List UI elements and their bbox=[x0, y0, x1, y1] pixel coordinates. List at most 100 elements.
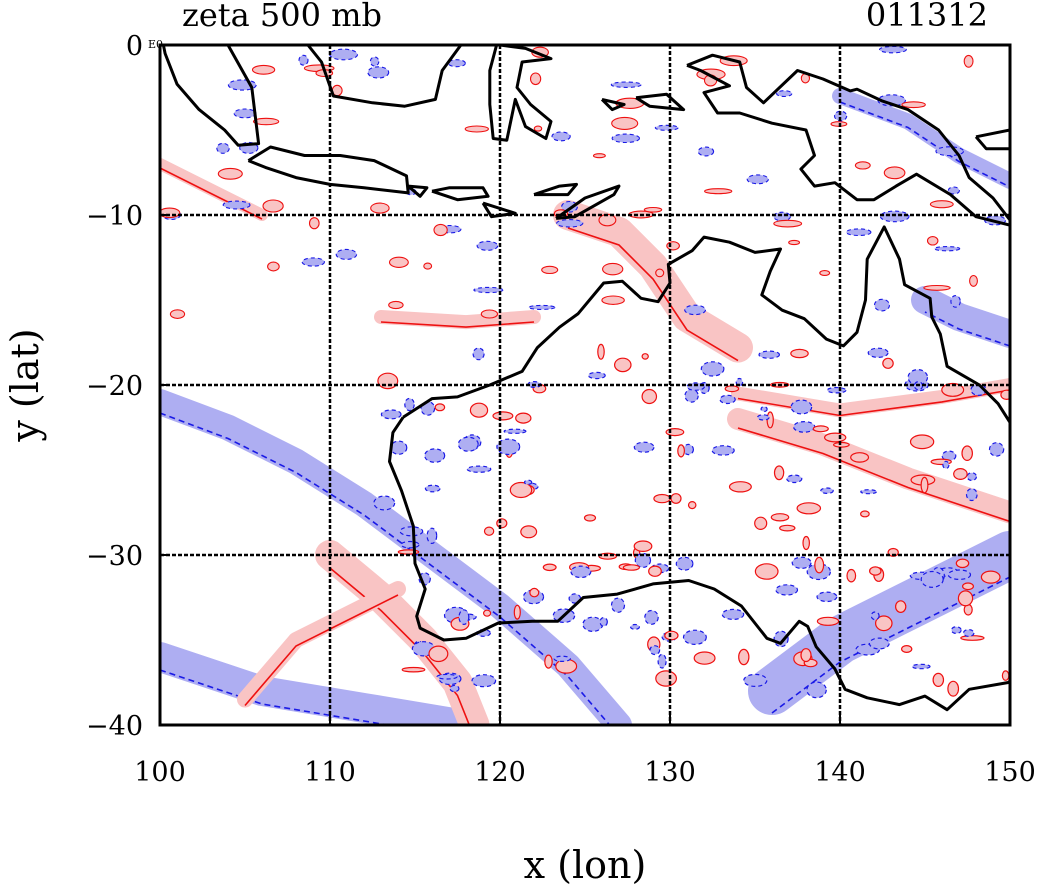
coastline-segment bbox=[247, 145, 410, 195]
positive-eddy bbox=[483, 526, 495, 536]
negative-eddy bbox=[773, 211, 791, 222]
coastline-segment bbox=[686, 53, 1010, 227]
positive-eddy bbox=[388, 300, 404, 310]
negative-eddy bbox=[551, 131, 571, 142]
negative-eddy bbox=[553, 655, 571, 663]
positive-eddy bbox=[796, 502, 822, 515]
negative-eddy bbox=[760, 406, 768, 413]
y-tick-label: 0 bbox=[126, 31, 143, 62]
negative-vorticity-band bbox=[748, 531, 1010, 715]
positive-eddy bbox=[724, 385, 740, 393]
coastline-segment bbox=[533, 182, 578, 197]
positive-contour bbox=[380, 321, 535, 328]
positive-eddy bbox=[1000, 389, 1010, 400]
positive-eddy bbox=[401, 666, 426, 673]
positive-eddy bbox=[622, 564, 641, 571]
x-tick-label: 120 bbox=[474, 757, 526, 788]
negative-vorticity-band bbox=[160, 389, 632, 725]
negative-eddy bbox=[476, 240, 499, 251]
plot-title: zeta 500 mb bbox=[182, 0, 382, 34]
negative-eddy bbox=[775, 584, 799, 596]
positive-contour bbox=[160, 167, 263, 220]
positive-eddy bbox=[814, 556, 825, 574]
positive-eddy bbox=[377, 372, 399, 390]
negative-eddy bbox=[826, 386, 847, 394]
negative-eddy bbox=[298, 54, 309, 66]
negative-eddy bbox=[471, 674, 497, 688]
positive-eddy bbox=[754, 563, 779, 580]
negative-eddy bbox=[611, 133, 641, 144]
timestamp-label: 011312 bbox=[866, 0, 988, 34]
negative-eddy bbox=[860, 489, 877, 495]
negative-eddy bbox=[845, 228, 872, 237]
positive-eddy bbox=[883, 166, 906, 180]
positive-eddy bbox=[895, 600, 907, 613]
negative-eddy bbox=[528, 304, 556, 310]
positive-eddy bbox=[957, 590, 974, 607]
positive-eddy bbox=[613, 357, 632, 373]
negative-eddy bbox=[820, 487, 834, 495]
negative-eddy bbox=[449, 684, 460, 693]
positive-eddy bbox=[251, 64, 276, 75]
negative-eddy bbox=[400, 540, 420, 549]
negative-eddy bbox=[629, 623, 640, 630]
negative-eddy bbox=[610, 81, 642, 88]
positive-eddy bbox=[252, 117, 280, 126]
negative-vorticity-band bbox=[911, 286, 1010, 348]
positive-eddy bbox=[520, 525, 538, 539]
positive-eddy bbox=[267, 261, 280, 272]
positive-eddy bbox=[541, 265, 559, 275]
x-tick-label: 140 bbox=[814, 757, 866, 788]
positive-vorticity-band bbox=[553, 200, 753, 363]
positive-eddy bbox=[953, 468, 968, 481]
positive-eddy bbox=[483, 609, 492, 617]
positive-eddy bbox=[509, 481, 533, 499]
negative-eddy bbox=[721, 608, 745, 621]
positive-eddy bbox=[773, 465, 785, 481]
positive-eddy bbox=[687, 501, 697, 510]
positive-eddy bbox=[947, 680, 960, 697]
y-tick-label: −30 bbox=[86, 541, 143, 572]
positive-eddy bbox=[738, 648, 750, 666]
positive-eddy bbox=[641, 388, 658, 405]
negative-eddy bbox=[870, 611, 880, 621]
positive-eddy bbox=[929, 200, 954, 209]
negative-eddy bbox=[675, 556, 694, 571]
negative-eddy bbox=[988, 442, 1005, 457]
positive-eddy bbox=[960, 635, 985, 641]
negative-eddy bbox=[697, 146, 715, 157]
negative-eddy bbox=[758, 350, 780, 359]
negative-eddy bbox=[950, 295, 961, 308]
negative-eddy bbox=[301, 257, 325, 267]
positive-eddy bbox=[529, 587, 540, 598]
coastlines bbox=[161, 45, 1010, 725]
positive-contour bbox=[567, 227, 739, 362]
coastline-segment bbox=[388, 225, 1010, 712]
positive-eddy bbox=[932, 672, 945, 688]
positive-contour bbox=[737, 389, 1010, 417]
negative-eddy bbox=[743, 673, 768, 688]
negative-eddy bbox=[868, 637, 890, 650]
negative-eddy bbox=[907, 368, 929, 386]
negative-eddy bbox=[329, 48, 359, 61]
positive-eddy bbox=[800, 648, 812, 663]
negative-eddy bbox=[966, 472, 978, 482]
positive-eddy bbox=[370, 202, 390, 214]
positive-eddy bbox=[980, 570, 1001, 584]
negative-eddy bbox=[466, 465, 492, 473]
negative-eddy bbox=[424, 448, 446, 463]
x-tick-label: 150 bbox=[984, 757, 1036, 788]
coastline-segment bbox=[407, 184, 429, 198]
negative-eddy bbox=[711, 445, 735, 456]
positive-eddy bbox=[969, 274, 978, 287]
y-tick-label: −20 bbox=[86, 371, 143, 402]
positive-eddy bbox=[542, 563, 557, 572]
negative-eddy bbox=[644, 609, 659, 625]
negative-eddy bbox=[561, 200, 578, 213]
coastline-segment bbox=[974, 128, 1010, 151]
negative-eddy bbox=[684, 388, 699, 403]
negative-eddy bbox=[367, 66, 390, 79]
negative-eddy bbox=[335, 248, 358, 260]
negative-eddy bbox=[216, 142, 230, 154]
positive-eddy bbox=[433, 223, 448, 237]
